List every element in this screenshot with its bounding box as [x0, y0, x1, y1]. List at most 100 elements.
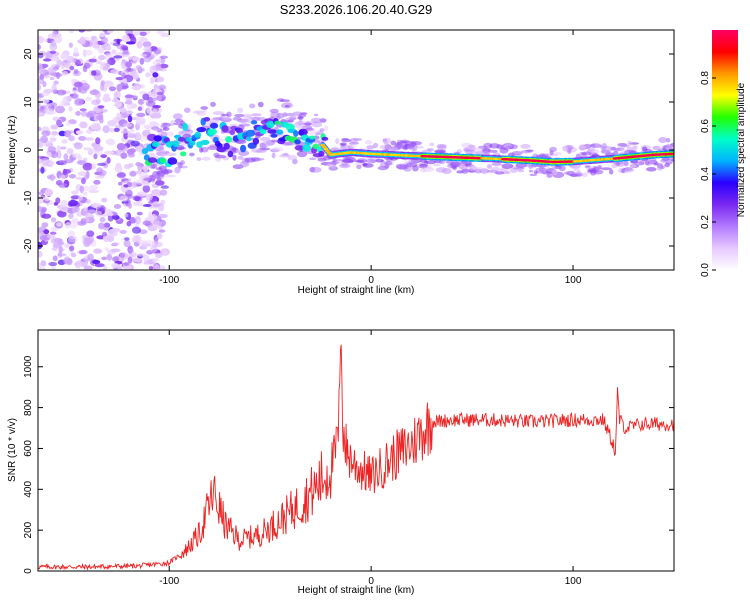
spectrogram-cell: [91, 203, 102, 208]
spectrogram-cell: [116, 172, 126, 178]
spectrogram-cell: [294, 145, 305, 151]
spectrogram-cell: [102, 30, 108, 33]
y-tick-label: -10: [23, 190, 34, 205]
spectrogram-cell: [154, 122, 160, 127]
spectrogram-cell: [83, 147, 92, 151]
spectrogram-cell: [63, 153, 69, 161]
spectrogram-cell: [457, 149, 463, 154]
x-tick-label: -100: [159, 275, 179, 286]
spectrogram-cell: [177, 136, 185, 142]
spectrogram-cell: [653, 162, 659, 166]
snr-x-ticks: -100 0 100: [159, 330, 582, 587]
snr-frame: [37, 329, 675, 572]
spectrogram-cell: [172, 140, 180, 148]
spectrogram-cell: [159, 63, 169, 69]
spectrogram-cell: [335, 138, 340, 145]
spectrogram-cell: [124, 237, 130, 241]
spectrogram-cell: [115, 76, 124, 81]
spectrogram-cell: [106, 253, 113, 261]
spectrogram-cell: [96, 204, 106, 213]
spectrogram-cell: [75, 130, 84, 135]
spectrogram-cell: [83, 265, 93, 270]
spectrogram-cell: [60, 61, 66, 69]
spectrogram-cell: [115, 112, 123, 121]
spectrogram-cell: [614, 147, 621, 152]
spectrogram-cell: [134, 196, 141, 202]
spectrogram-cell: [97, 162, 107, 166]
spectrogram-cell: [69, 93, 74, 97]
spectrogram-cell: [118, 181, 123, 186]
spectrogram-cell: [147, 157, 157, 163]
spectrogram-cell: [156, 91, 164, 96]
spectrogram-cell: [201, 156, 211, 161]
spectrogram-cell: [245, 129, 256, 137]
spectrogram-cell: [64, 243, 70, 248]
spectrogram-cell: [279, 99, 290, 103]
spectrogram-cell: [501, 170, 511, 175]
spectrogram-cell: [137, 98, 145, 105]
spectrogram-cell: [79, 37, 86, 45]
spectrogram-cell: [110, 228, 121, 233]
spectrogram-cell: [93, 153, 98, 160]
spectrogram-cell: [160, 199, 166, 205]
spectrogram-cell: [50, 226, 58, 232]
spectrogram-cell: [553, 151, 562, 156]
spectrogram-cell: [73, 262, 81, 267]
spectrogram-cell: [73, 81, 83, 88]
spectrogram-cell: [143, 124, 152, 129]
spectrogram-cell: [348, 142, 360, 145]
spectrogram-cell: [143, 165, 149, 173]
spectrogram-cell: [237, 155, 244, 160]
spectrogram-cell: [282, 112, 288, 118]
spectrogram-cell: [161, 169, 173, 174]
spectrogram-cell: [212, 111, 224, 116]
spectrogram-cell: [47, 146, 57, 153]
spectrogram-cell: [200, 139, 210, 145]
spectrogram-cell: [139, 91, 148, 95]
spectrogram-cell: [658, 137, 668, 143]
spectrogram-cell: [594, 142, 601, 149]
spectrogram-cell: [209, 118, 219, 125]
x-tick-label: -100: [159, 576, 179, 587]
spectrogram-cell: [77, 195, 83, 201]
spectrogram-cell: [535, 171, 546, 174]
spectrogram-cell: [257, 101, 264, 108]
spectrogram-cell: [601, 143, 608, 149]
spectrogram-cell: [50, 175, 56, 180]
spectrogram-cell: [47, 66, 58, 72]
spectrogram-cell: [390, 140, 396, 146]
spectrogram-cell: [38, 251, 43, 258]
spectrogram-cell: [210, 101, 216, 107]
spectrogram-cell: [317, 158, 327, 162]
spectrogram-cell: [189, 140, 196, 146]
spectrogram-cell: [102, 125, 110, 134]
spectrogram-cell: [85, 212, 93, 218]
spectrogram-cell: [56, 89, 67, 96]
spectrogram-cell: [100, 154, 107, 159]
spectrogram-cell: [139, 57, 145, 65]
spectrogram-cell: [101, 197, 108, 203]
spectrogram-cell: [62, 71, 68, 76]
spectrogram-cell: [103, 222, 111, 229]
spectrogram-cell: [119, 195, 128, 202]
spectrogram-cell: [38, 43, 41, 51]
spectrogram-cell: [94, 263, 105, 268]
spectrogram-cell: [83, 49, 93, 56]
spectrogram-cell: [38, 70, 44, 74]
spectrogram-cell: [137, 106, 142, 111]
spectrogram-cell: [41, 213, 52, 219]
spectrogram-cell: [141, 37, 149, 43]
spectrogram-cell: [152, 220, 163, 227]
spectrogram-cell: [129, 129, 135, 133]
spectrogram-cell: [266, 120, 275, 129]
spectrogram-cell: [164, 152, 177, 156]
spectrogram-cell: [323, 147, 329, 151]
spectrogram-cell: [107, 235, 115, 242]
spectrogram-cell: [249, 103, 256, 109]
spectrogram-cell: [56, 119, 62, 126]
spectrogram-cell: [670, 152, 674, 156]
x-tick-label: 100: [565, 275, 582, 286]
spectrogram-cell: [173, 122, 180, 126]
spectrogram-cell: [487, 164, 492, 169]
